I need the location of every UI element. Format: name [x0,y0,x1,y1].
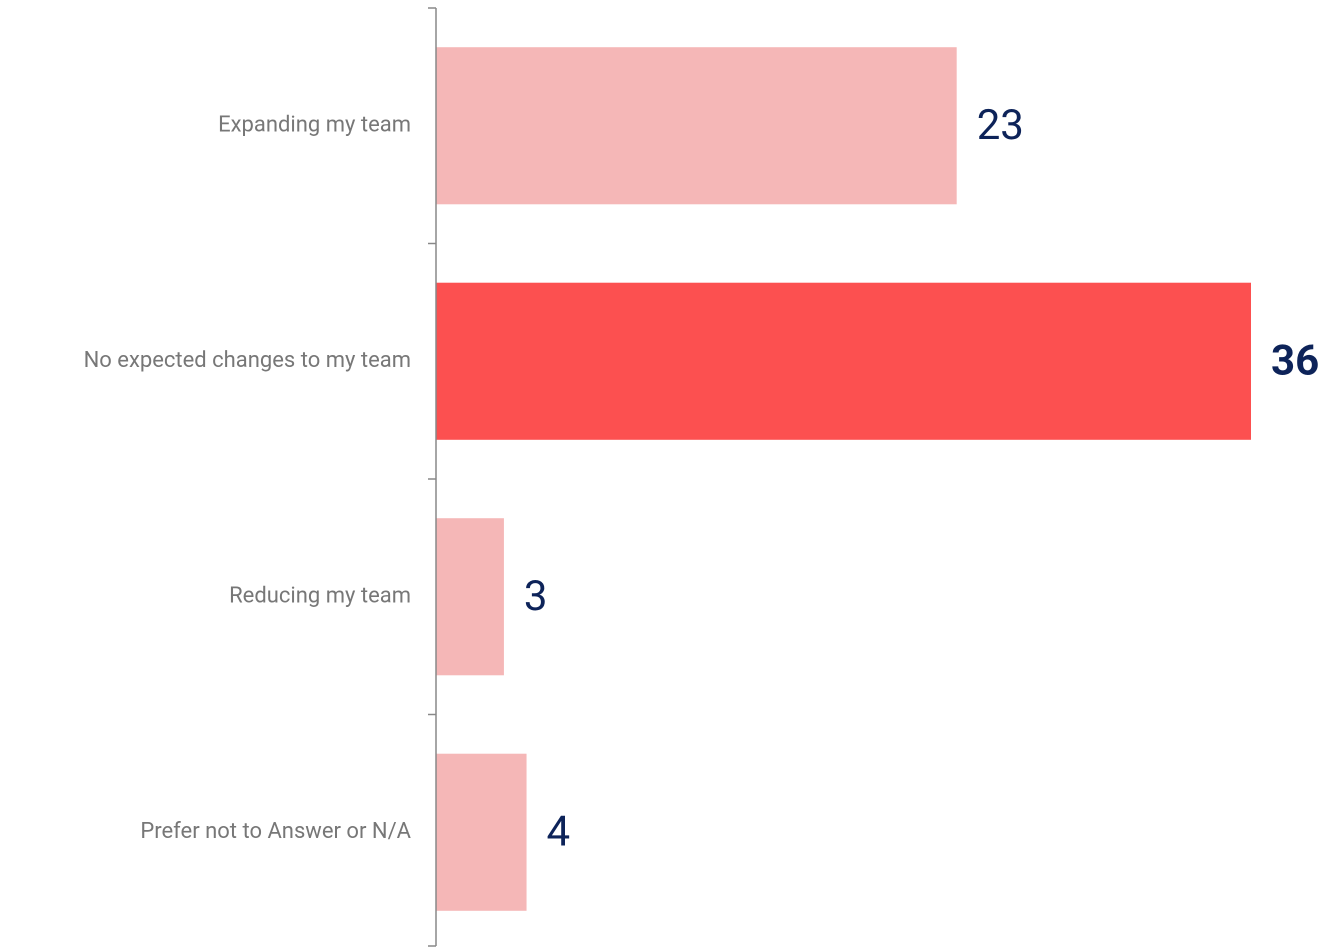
bar [436,753,527,911]
category-label: Expanding my team [218,113,411,138]
category-label: Reducing my team [229,584,411,609]
value-label: 23 [977,101,1024,150]
bar [436,282,1251,440]
value-label: 3 [524,572,548,621]
category-label: No expected changes to my team [84,348,411,373]
bar [436,47,957,205]
bar [436,518,504,676]
category-label: Prefer not to Answer or N/A [140,819,411,844]
value-label: 4 [547,807,571,856]
value-label: 36 [1271,336,1319,385]
